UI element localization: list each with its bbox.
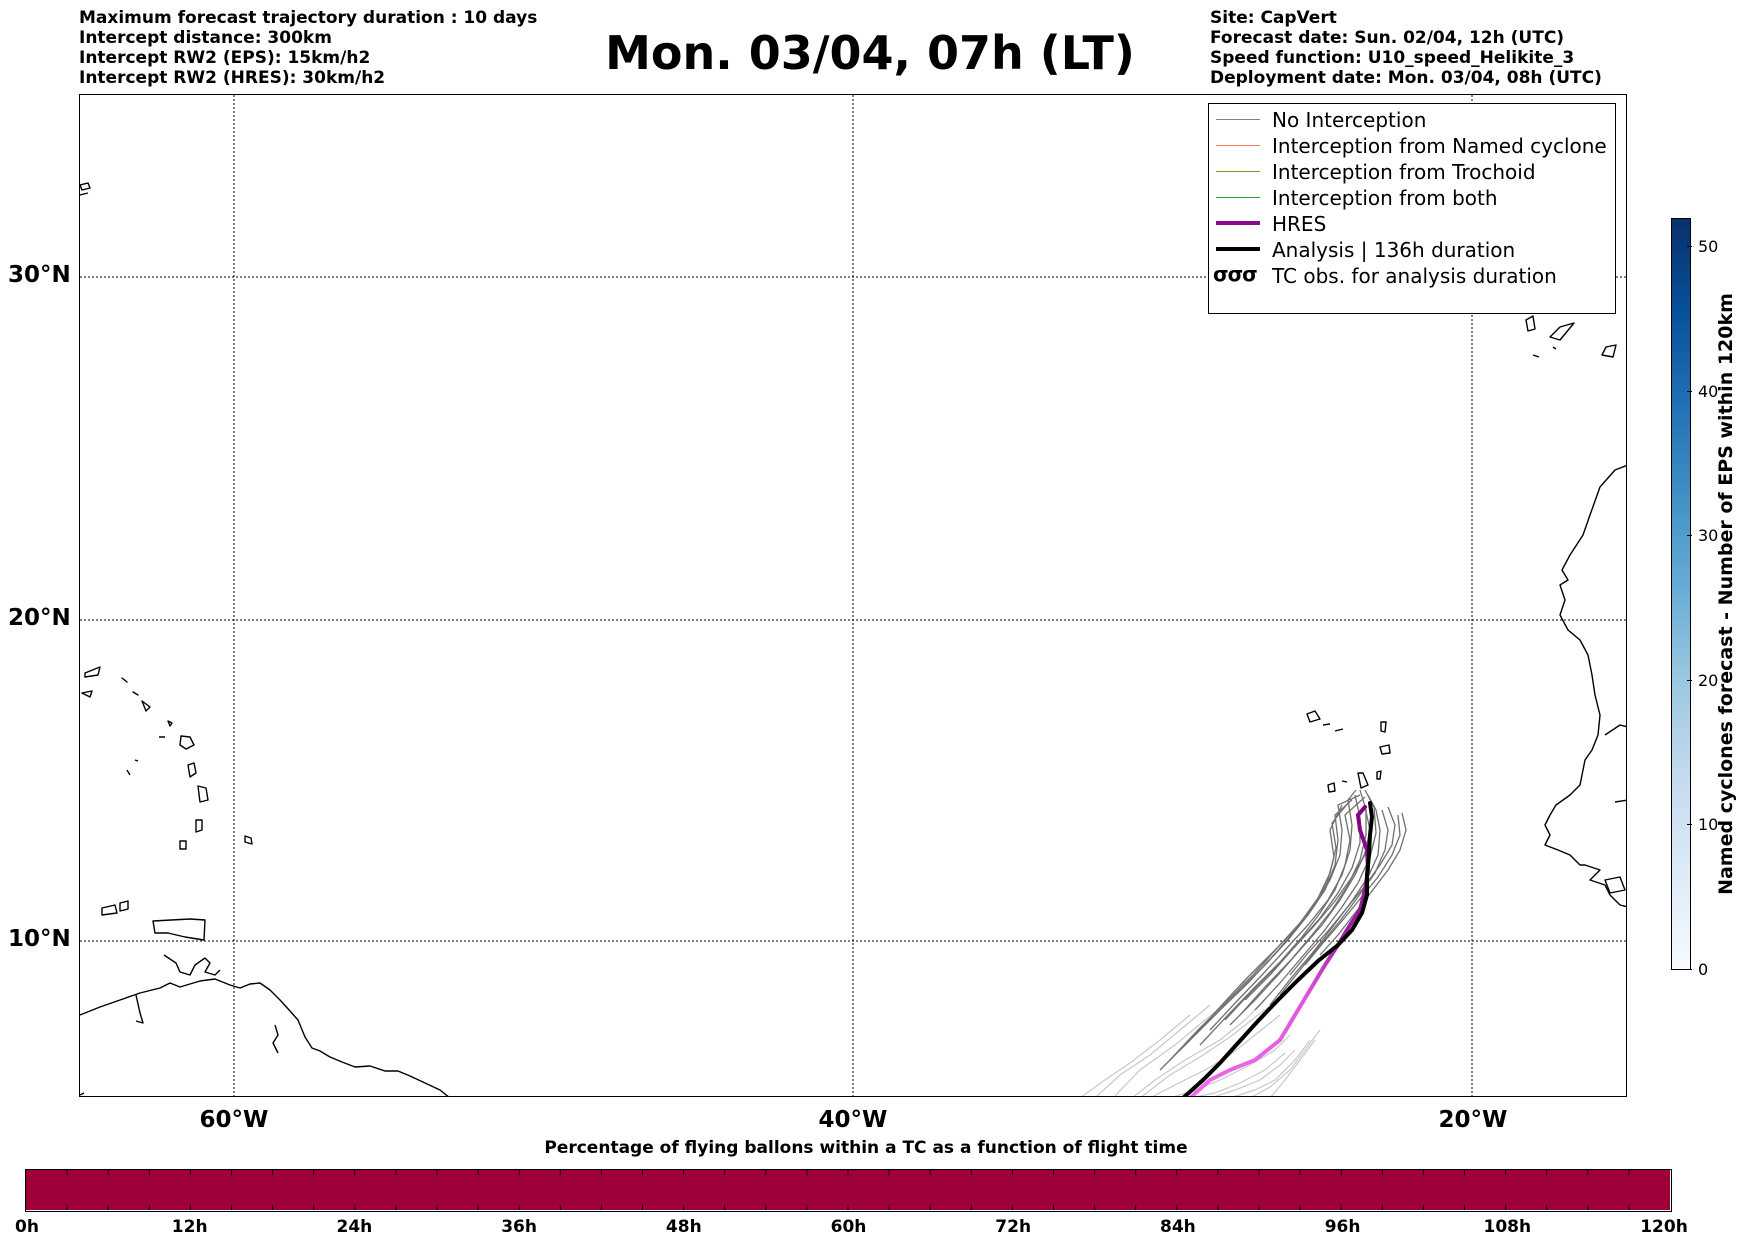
legend: No Interception Interception from Named c… [1208, 103, 1616, 314]
header-left-info: Maximum forecast trajectory duration : 1… [79, 8, 537, 88]
legend-item: Interception from both [1209, 183, 1615, 212]
legend-line-swatch [1216, 119, 1260, 120]
legend-label: Interception from Named cyclone [1272, 134, 1607, 158]
coast-africa [1544, 465, 1626, 908]
lat-label-20n: 20°N [8, 605, 71, 631]
colorbar-bottom-tick-label: 84h [1160, 1217, 1196, 1237]
colorbar-bottom-tick-label: 48h [665, 1217, 702, 1237]
map-canvas [80, 95, 1626, 1096]
island-grenada [119, 900, 129, 912]
legend-item: No Interception [1209, 105, 1615, 134]
legend-item: σσσ TC obs. for analysis duration [1209, 261, 1615, 290]
legend-line-swatch [1216, 145, 1260, 146]
island-capverde-fogo [1327, 780, 1348, 793]
colorbar-right-label: Named cyclones forecast - Number of EPS … [1715, 293, 1737, 895]
island-leewards [81, 666, 151, 712]
info-intercept-eps: Intercept RW2 (EPS): 15km/h2 [79, 48, 371, 68]
coastlines [80, 182, 1626, 1096]
legend-label: HRES [1272, 212, 1327, 236]
colorbar-right-tick: 20 [1686, 671, 1718, 690]
info-speed-function: Speed function: U10_speed_Helikite_3 [1210, 48, 1575, 68]
coast-south-america [80, 978, 449, 1096]
legend-label: No Interception [1272, 108, 1427, 132]
info-max-duration: Maximum forecast trajectory duration : 1… [79, 8, 538, 28]
tc-symbol-icon: σσσ [1213, 262, 1258, 286]
colorbar-bottom-tick-label: 12h [171, 1217, 208, 1237]
legend-label: Interception from Trochoid [1272, 160, 1536, 184]
info-intercept-distance: Intercept distance: 300km [79, 28, 332, 48]
legend-label: Analysis | 136h duration [1272, 238, 1516, 262]
colorbar-right-tick: 0 [1686, 960, 1708, 979]
island-tobago [101, 904, 118, 916]
coast-guyana [135, 994, 279, 1054]
colorbar-bottom-tick-label: 60h [830, 1217, 867, 1237]
colorbar-bottom-tick-label: 0h [15, 1217, 39, 1237]
colorbar-bottom-tick-label: 36h [501, 1217, 537, 1237]
header-right-info: Site: CapVert Forecast date: Sun. 02/04,… [1210, 8, 1602, 88]
page-title: Mon. 03/04, 07h (LT) [605, 26, 1135, 80]
coast-africa-islands [1604, 724, 1626, 894]
coast-venezuela-east [163, 954, 221, 976]
lat-label-30n: 30°N [8, 262, 71, 288]
legend-line-swatch [1216, 221, 1260, 225]
island-capverde-sal [1380, 721, 1387, 733]
colorbar-right-tick: 50 [1686, 237, 1718, 256]
colorbar-bottom-tick-label: 120h [1640, 1217, 1688, 1237]
legend-item: Analysis | 136h duration [1209, 235, 1615, 264]
hres-trajectory [1189, 805, 1371, 1096]
info-site: Site: CapVert [1210, 8, 1337, 28]
island-capverde-santiago [1357, 772, 1369, 789]
colorbar-flight-time-fill [26, 1170, 1670, 1210]
colorbar-right-tick: 40 [1686, 382, 1718, 401]
legend-item: Interception from Named cyclone [1209, 131, 1615, 160]
island-puerto-rico-east [80, 182, 91, 191]
colorbar-bottom-tick-label: 96h [1324, 1217, 1361, 1237]
legend-item: HRES [1209, 209, 1615, 238]
colorbar-bottom-tick-label: 72h [995, 1217, 1032, 1237]
legend-label: Interception from both [1272, 186, 1498, 210]
island-barbados [244, 835, 253, 845]
island-capverde-boavista [1379, 744, 1391, 755]
legend-line-swatch [1216, 171, 1260, 172]
colorbar-named-cyclones [1671, 218, 1691, 970]
island-guadeloupe [179, 735, 195, 750]
island-small-north [126, 736, 165, 776]
trajectories-light [1081, 954, 1321, 1096]
colorbar-bottom-fill [26, 1170, 1670, 1210]
island-capverde-north [1306, 710, 1344, 732]
analysis-trajectory [1182, 801, 1375, 1096]
island-canaries [1525, 315, 1617, 358]
island-capverde-maio [1376, 770, 1382, 780]
colorbar-flight-time [25, 1169, 1672, 1212]
island-martinique [197, 785, 209, 803]
info-intercept-hres: Intercept RW2 (HRES): 30km/h2 [79, 68, 386, 88]
island-trinidad [152, 918, 206, 941]
colorbar-bottom-title: Percentage of flying ballons within a TC… [544, 1138, 1188, 1158]
legend-line-swatch [1216, 197, 1260, 198]
info-forecast-date: Forecast date: Sun. 02/04, 12h (UTC) [1210, 28, 1565, 48]
island-antigua [167, 720, 173, 727]
lon-label-40w: 40°W [818, 1107, 888, 1133]
island-stlucia [195, 819, 203, 833]
info-deployment-date: Deployment date: Mon. 03/04, 08h (UTC) [1210, 68, 1602, 88]
island-madeira-west [80, 192, 89, 196]
coast-sa-east [80, 1092, 85, 1096]
colorbar-bottom-tick-label: 24h [336, 1217, 373, 1237]
legend-label: TC obs. for analysis duration [1272, 264, 1557, 288]
legend-line-swatch [1216, 247, 1260, 251]
lon-label-20w: 20°W [1438, 1107, 1508, 1133]
colorbar-bottom-tick-label: 108h [1483, 1217, 1532, 1237]
colorbar-right-tick: 30 [1686, 526, 1718, 545]
legend-item: Interception from Trochoid [1209, 157, 1615, 186]
lat-label-10n: 10°N [8, 926, 71, 952]
island-dominica [187, 762, 197, 778]
colorbar-right-tick: 10 [1686, 815, 1718, 834]
island-stvincent [179, 840, 187, 850]
lon-label-60w: 60°W [199, 1107, 269, 1133]
